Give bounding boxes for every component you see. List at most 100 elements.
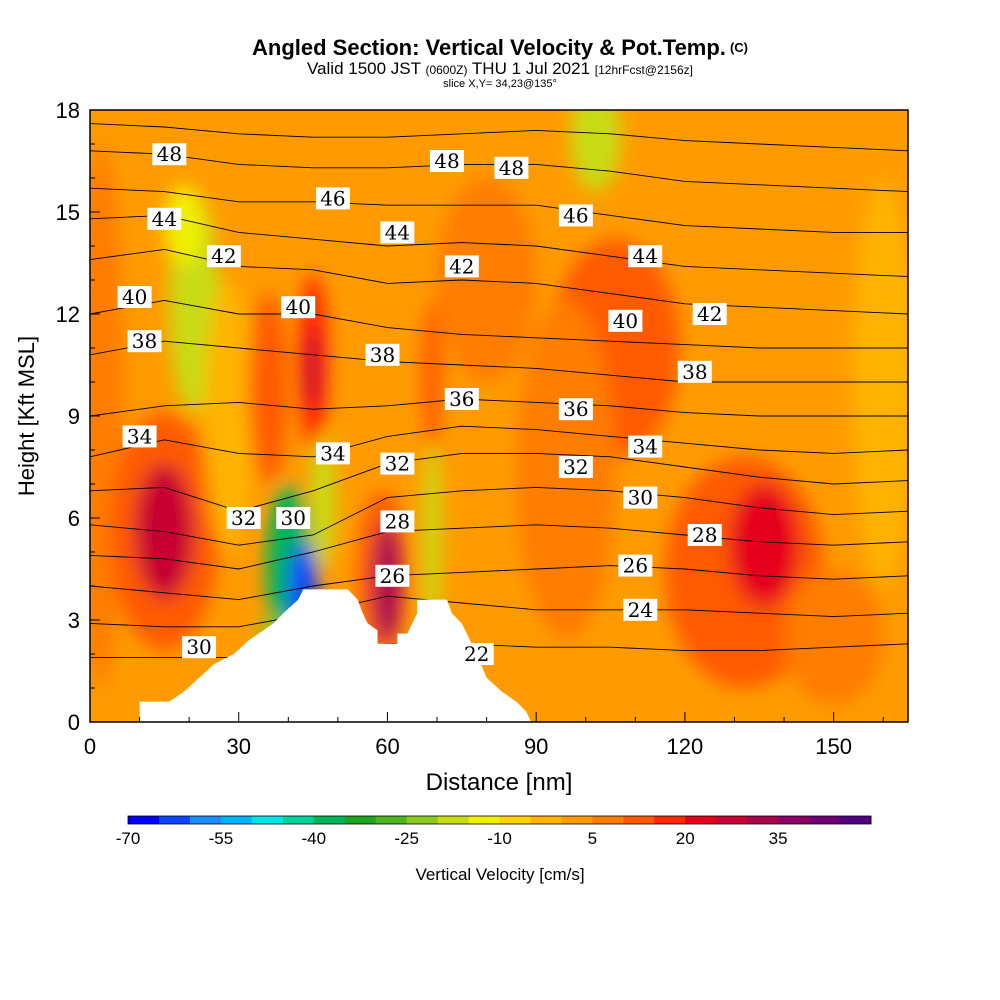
contour-label-text: 34: [320, 441, 345, 465]
forecast-info: [12hrFcst@2156z]: [594, 63, 693, 77]
field-cell: [784, 569, 884, 705]
theta-contour: [90, 595, 908, 628]
contour-label-text: 48: [499, 156, 524, 180]
contour-label-text: 32: [563, 455, 588, 479]
contour-label: 48: [152, 142, 187, 166]
valid-utc: (0600Z): [425, 63, 468, 77]
contour-label: 28: [687, 523, 722, 547]
contour-label-box: [375, 564, 410, 587]
contour-label-box: [628, 245, 663, 268]
contour-label-text: 42: [449, 254, 474, 278]
colorbar-swatch: [685, 816, 717, 824]
colorbar-swatch: [840, 816, 872, 824]
contour-label-text: 36: [449, 387, 474, 411]
title-main: Angled Section: Vertical Velocity & Pot.…: [252, 35, 726, 60]
colorbar-swatch: [344, 816, 377, 824]
colorbar-swatch: [592, 816, 624, 824]
contour-label: 32: [558, 455, 593, 479]
colorbar-swatch: [623, 816, 655, 824]
contour-label-box: [127, 330, 162, 353]
x-tick-label: 0: [84, 734, 96, 759]
colorbar-swatch: [251, 816, 284, 824]
colorbar-swatch: [530, 816, 562, 824]
contour-label-box: [618, 554, 653, 577]
contour-label: 48: [494, 156, 529, 180]
theta-contour: [90, 214, 908, 278]
colorbar-swatch: [468, 816, 500, 824]
contour-label-box: [494, 156, 529, 179]
field-cell: [570, 110, 621, 192]
field-cell: [164, 184, 205, 267]
contour-label-box: [429, 150, 464, 172]
contour-label-box: [206, 245, 241, 268]
terrain-mask: [90, 589, 908, 722]
colorbar-tick-label: 5: [588, 829, 597, 848]
contour-label-text: 32: [231, 506, 256, 530]
theta-contour: [90, 643, 908, 658]
contour-label-text: 36: [563, 397, 588, 421]
contour-label-box: [444, 255, 479, 278]
contour-label: 30: [182, 635, 217, 659]
contour-label: 34: [122, 424, 157, 448]
contour-label-box: [281, 296, 316, 319]
contour-label: 38: [365, 343, 400, 367]
contour-label-text: 38: [682, 360, 707, 384]
copyright-mark: (C): [729, 40, 748, 55]
contour-label: 36: [444, 387, 479, 411]
colorbar-swatch: [499, 816, 531, 824]
contour-label: 46: [558, 203, 593, 227]
colorbar-label: Vertical Velocity [cm/s]: [415, 865, 584, 884]
contour-label-text: 30: [281, 506, 306, 530]
contour-label-box: [380, 510, 415, 533]
contour-label-text: 44: [385, 220, 410, 244]
x-tick-label: 60: [375, 734, 399, 759]
colorbar-tick-label: -55: [209, 829, 234, 848]
contour-label-box: [380, 221, 415, 244]
contour-label: 28: [380, 509, 415, 533]
slice-info: slice X,Y= 34,23@135°: [443, 78, 557, 90]
contour-label-text: 48: [157, 142, 182, 166]
x-tick-label: 90: [524, 734, 548, 759]
field-cell: [422, 300, 442, 451]
x-tick-label: 30: [226, 734, 250, 759]
valid-time: Valid 1500 JST: [306, 59, 421, 78]
y-tick-label: 9: [68, 404, 80, 429]
contour-label: 48: [429, 149, 464, 173]
contour-label: 38: [127, 329, 162, 353]
contour-label: 42: [206, 244, 241, 268]
contour-label: 40: [281, 295, 316, 319]
theta-contour: [90, 486, 908, 546]
theta-contours: [90, 123, 908, 658]
contour-label-box: [623, 598, 658, 621]
contour-label-text: 34: [633, 435, 658, 459]
contour-label-text: 44: [152, 207, 177, 231]
contour-label: 44: [380, 220, 415, 244]
chart-title: Angled Section: Vertical Velocity & Pot.…: [0, 36, 1000, 60]
contour-label-text: 28: [692, 523, 717, 547]
contour-label-text: 28: [385, 509, 410, 533]
colorbar: -70 -55 -40 -25 -10 5 20 35 Vertical Velocity [c…: [116, 815, 872, 884]
contour-label-text: 30: [628, 486, 653, 510]
contour-label-box: [628, 435, 663, 458]
theta-contour: [90, 452, 908, 512]
contour-label: 42: [692, 302, 727, 326]
contour-label-text: 40: [122, 285, 147, 309]
contour-label-text: 46: [563, 203, 588, 227]
contour-label-text: 44: [633, 244, 658, 268]
field-cell: [310, 433, 336, 569]
colorbar-swatch: [778, 816, 810, 824]
contour-label: 26: [618, 554, 653, 578]
contour-label: 26: [375, 564, 410, 588]
contour-label-box: [276, 507, 311, 529]
colorbar-swatch: [654, 816, 686, 824]
contour-label-text: 38: [370, 343, 395, 367]
x-tick-label: 150: [815, 734, 852, 759]
contour-label: 32: [380, 452, 415, 476]
contour-label-text: 24: [628, 598, 653, 622]
colorbar-tick-label: -25: [394, 829, 419, 848]
contour-label-text: 42: [211, 244, 236, 268]
colorbar-swatch: [747, 816, 779, 824]
contour-label: 46: [315, 186, 350, 210]
colorbar-tick-label: -10: [487, 829, 512, 848]
chart-subtitle: Valid 1500 JST (0600Z) THU 1 Jul 2021 [1…: [0, 60, 1000, 79]
